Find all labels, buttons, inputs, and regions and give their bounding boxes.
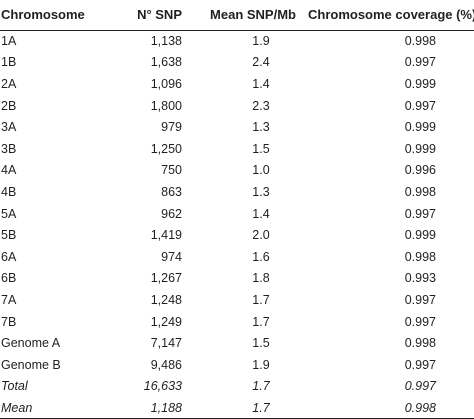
cell-snp-count: 9,486 xyxy=(150,357,182,372)
cell-chromosome: 7A xyxy=(1,292,17,307)
cell-chromosome: 6A xyxy=(1,249,17,264)
table-row: 2A 1,096 1.4 0.999 xyxy=(0,73,474,95)
header-mean-snp-per-mb: Mean SNP/Mb xyxy=(184,0,308,31)
cell-chromosome: 3B xyxy=(1,141,17,156)
cell-chromosome-coverage: 0.998 xyxy=(404,34,436,49)
cell-chromosome-coverage: 0.993 xyxy=(404,271,436,286)
cell-chromosome-coverage: 0.998 xyxy=(404,184,436,199)
cell-chromosome-coverage: 0.997 xyxy=(404,98,436,113)
table-row: 3A 979 1.3 0.999 xyxy=(0,116,474,138)
table-row: 6A 974 1.6 0.998 xyxy=(0,246,474,268)
cell-snp-count: 962 xyxy=(161,206,182,221)
cell-snp-count: 1,419 xyxy=(150,228,182,243)
cell-mean-snp-per-mb: 1.4 xyxy=(252,206,270,221)
cell-mean-snp-per-mb: 1.7 xyxy=(252,379,270,394)
cell-chromosome-coverage: 0.999 xyxy=(404,76,436,91)
table-row: Genome B 9,486 1.9 0.997 xyxy=(0,354,474,376)
cell-mean-snp-per-mb: 1.4 xyxy=(252,76,270,91)
cell-mean-snp-per-mb: 1.3 xyxy=(252,120,270,135)
table-row: 7A 1,248 1.7 0.997 xyxy=(0,289,474,311)
table-row: 4A 750 1.0 0.996 xyxy=(0,160,474,182)
cell-mean-snp-per-mb: 1.7 xyxy=(252,314,270,329)
header-chromosome: Chromosome xyxy=(0,0,96,31)
cell-chromosome: 5A xyxy=(1,206,17,221)
cell-mean-snp-per-mb: 1.7 xyxy=(184,397,308,419)
table-row: 5A 962 1.4 0.997 xyxy=(0,203,474,225)
cell-snp-count: 1,800 xyxy=(150,98,182,113)
cell-chromosome-coverage: 0.998 xyxy=(404,336,436,351)
cell-snp-count: 1,138 xyxy=(150,34,182,49)
cell-chromosome: 1B xyxy=(1,55,17,70)
cell-mean-snp-per-mb: 1.7 xyxy=(252,292,270,307)
cell-chromosome-coverage: 0.998 xyxy=(308,397,474,419)
cell-chromosome: 3A xyxy=(1,120,17,135)
table-row: Total 16,633 1.7 0.997 xyxy=(0,376,474,398)
cell-chromosome: Genome A xyxy=(1,336,61,351)
cell-chromosome-coverage: 0.999 xyxy=(404,141,436,156)
table-row: 4B 863 1.3 0.998 xyxy=(0,181,474,203)
cell-mean-snp-per-mb: 1.9 xyxy=(252,34,270,49)
cell-chromosome-coverage: 0.999 xyxy=(404,228,436,243)
cell-chromosome: 6B xyxy=(1,271,17,286)
cell-chromosome-coverage: 0.997 xyxy=(404,357,436,372)
cell-snp-count: 1,188 xyxy=(96,397,184,419)
cell-chromosome-coverage: 0.997 xyxy=(404,314,436,329)
cell-mean-snp-per-mb: 2.3 xyxy=(252,98,270,113)
table-row: Mean 1,188 1.7 0.998 xyxy=(0,397,474,419)
cell-chromosome: 4B xyxy=(1,184,17,199)
table-row: 3B 1,250 1.5 0.999 xyxy=(0,138,474,160)
table-header-row: Chromosome N° SNP Mean SNP/Mb Chromosome… xyxy=(0,0,474,31)
table-row: 1B 1,638 2.4 0.997 xyxy=(0,52,474,74)
cell-mean-snp-per-mb: 1.6 xyxy=(252,249,270,264)
cell-mean-snp-per-mb: 1.5 xyxy=(252,141,270,156)
header-snp-count: N° SNP xyxy=(96,0,184,31)
cell-chromosome: 2B xyxy=(1,98,17,113)
cell-snp-count: 7,147 xyxy=(150,336,182,351)
cell-chromosome: Total xyxy=(1,379,28,394)
cell-snp-count: 16,633 xyxy=(143,379,182,394)
cell-mean-snp-per-mb: 1.5 xyxy=(252,336,270,351)
cell-mean-snp-per-mb: 1.0 xyxy=(252,163,270,178)
cell-snp-count: 750 xyxy=(161,163,182,178)
cell-chromosome: 2A xyxy=(1,76,17,91)
cell-snp-count: 1,250 xyxy=(150,141,182,156)
cell-chromosome: 1A xyxy=(1,34,17,49)
cell-chromosome: Genome B xyxy=(1,357,61,372)
cell-snp-count: 1,638 xyxy=(150,55,182,70)
cell-snp-count: 1,267 xyxy=(150,271,182,286)
cell-mean-snp-per-mb: 2.4 xyxy=(252,55,270,70)
cell-snp-count: 979 xyxy=(161,120,182,135)
cell-snp-count: 1,249 xyxy=(150,314,182,329)
cell-chromosome-coverage: 0.997 xyxy=(404,206,436,221)
cell-mean-snp-per-mb: 1.9 xyxy=(252,357,270,372)
cell-snp-count: 863 xyxy=(161,184,182,199)
cell-mean-snp-per-mb: 2.0 xyxy=(252,228,270,243)
table-row: 1A 1,138 1.9 0.998 xyxy=(0,30,474,52)
table-row: 5B 1,419 2.0 0.999 xyxy=(0,224,474,246)
cell-chromosome: 5B xyxy=(1,228,17,243)
table-row: 2B 1,800 2.3 0.997 xyxy=(0,95,474,117)
cell-chromosome: 7B xyxy=(1,314,17,329)
cell-chromosome-coverage: 0.997 xyxy=(404,55,436,70)
cell-mean-snp-per-mb: 1.8 xyxy=(252,271,270,286)
cell-chromosome-coverage: 0.998 xyxy=(404,249,436,264)
header-chromosome-coverage: Chromosome coverage (%) xyxy=(308,0,474,31)
cell-snp-count: 974 xyxy=(161,249,182,264)
cell-chromosome: Mean xyxy=(0,397,96,419)
cell-snp-count: 1,248 xyxy=(150,292,182,307)
table-row: Genome A 7,147 1.5 0.998 xyxy=(0,332,474,354)
cell-snp-count: 1,096 xyxy=(150,76,182,91)
cell-mean-snp-per-mb: 1.3 xyxy=(252,184,270,199)
cell-chromosome-coverage: 0.996 xyxy=(404,163,436,178)
table-row: 7B 1,249 1.7 0.997 xyxy=(0,311,474,333)
cell-chromosome: 4A xyxy=(1,163,17,178)
table-body: 1A 1,138 1.9 0.998 1B 1,638 2.4 0.997 2A 1,096 1.4… xyxy=(0,30,474,419)
cell-chromosome-coverage: 0.997 xyxy=(404,379,436,394)
cell-chromosome-coverage: 0.999 xyxy=(404,120,436,135)
cell-chromosome-coverage: 0.997 xyxy=(404,292,436,307)
table-row: 6B 1,267 1.8 0.993 xyxy=(0,268,474,290)
